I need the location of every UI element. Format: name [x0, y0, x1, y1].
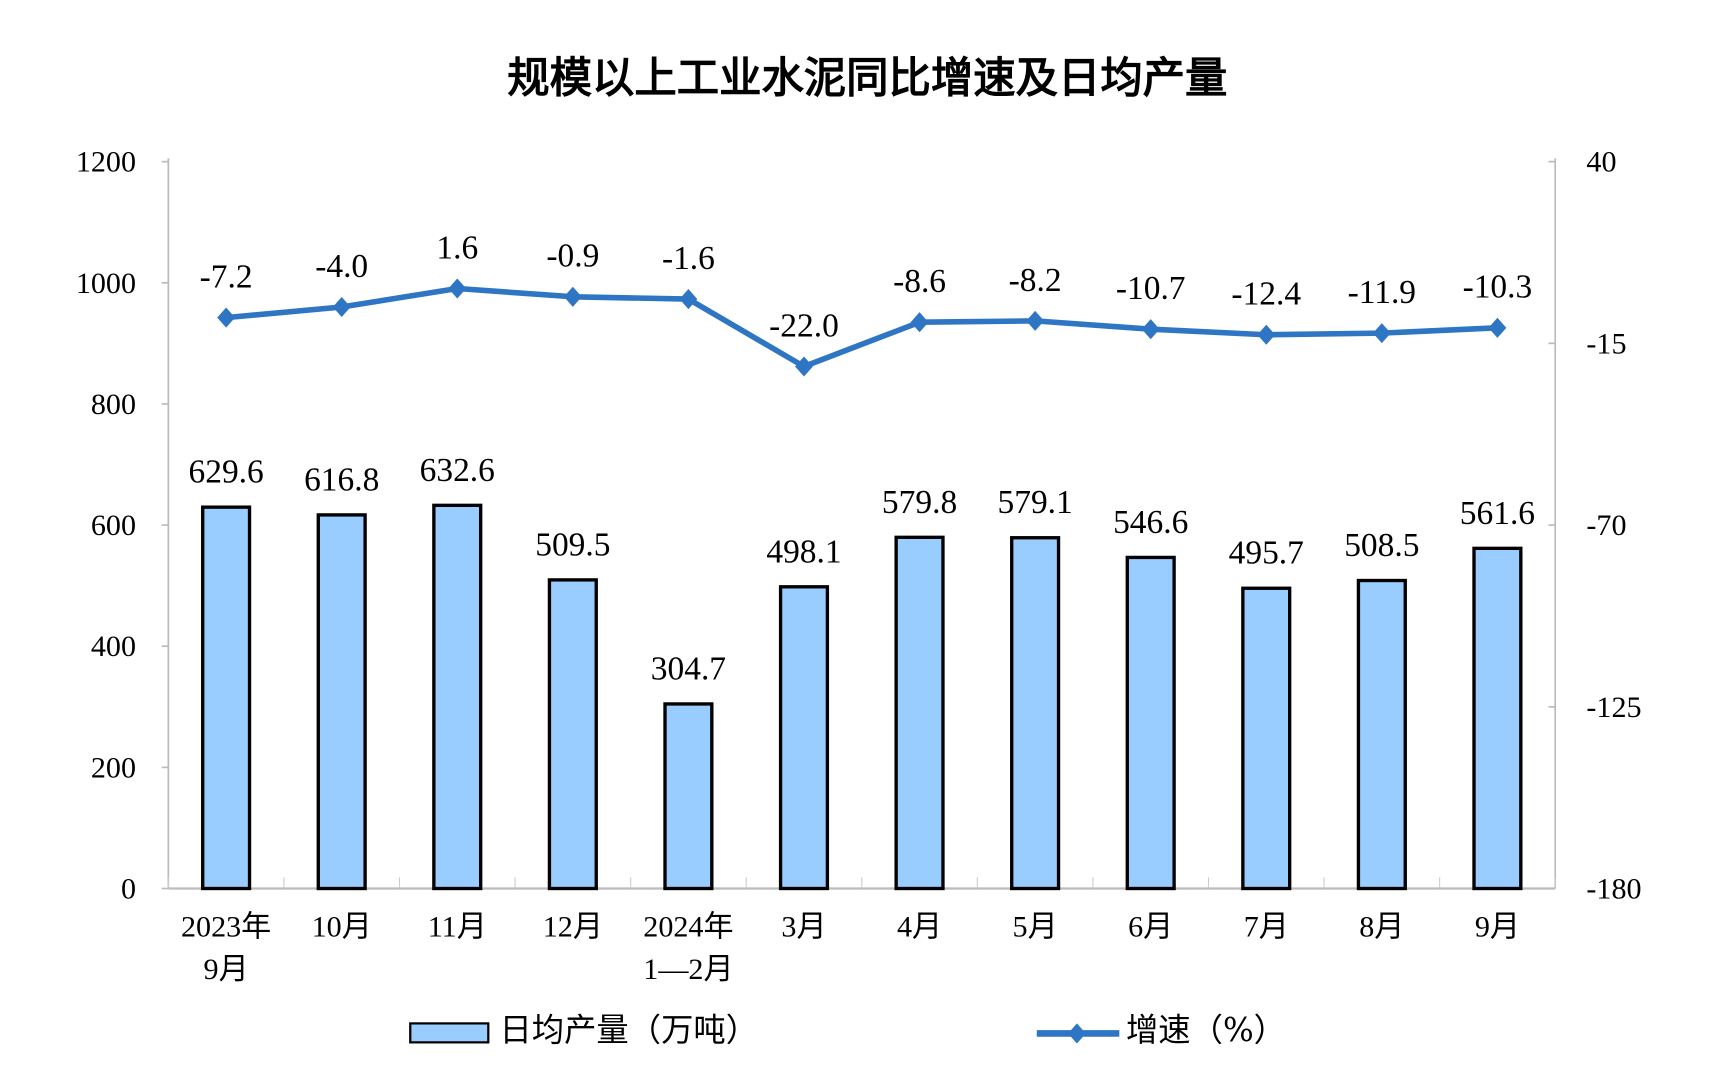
line-data-label: -8.6 — [893, 263, 946, 300]
bar-data-label: 546.6 — [1113, 504, 1188, 541]
x-tick-label: 9月 — [204, 952, 249, 986]
x-tick-label: 4月 — [897, 909, 942, 943]
bar-data-label: 629.6 — [189, 454, 264, 491]
bar — [201, 505, 252, 891]
x-tick-label: 3月 — [781, 909, 826, 943]
left-tick-label: 600 — [91, 508, 136, 542]
x-tick-label: 8月 — [1359, 909, 1404, 943]
bar — [894, 535, 945, 891]
line-data-label: -4.0 — [315, 248, 368, 285]
left-tick-label: 1000 — [76, 266, 136, 300]
legend-bar-label: 日均产量（万吨） — [499, 1011, 758, 1049]
line-point-diamond — [448, 278, 467, 299]
line-point-diamond — [1257, 324, 1276, 345]
line-point-diamond — [1026, 310, 1045, 331]
left-tick-label: 200 — [91, 750, 136, 784]
bar — [663, 702, 714, 891]
left-tick-label: 400 — [91, 629, 136, 663]
right-tick-label: -15 — [1586, 326, 1626, 360]
line-point-diamond — [332, 296, 351, 318]
bar — [1010, 536, 1061, 891]
bar — [432, 503, 483, 891]
legend-diamond-icon — [1068, 1023, 1086, 1044]
line-point-diamond — [1372, 323, 1391, 344]
bar — [778, 585, 830, 891]
line-point-diamond — [563, 286, 582, 307]
bar-data-label: 579.8 — [882, 484, 957, 521]
line-point-diamond — [1141, 319, 1160, 340]
line-point-diamond — [217, 307, 236, 328]
line-data-label: -10.3 — [1463, 269, 1533, 306]
x-tick-label: 11月 — [428, 909, 487, 943]
bar-data-label: 632.6 — [420, 452, 495, 489]
bar-data-label: 561.6 — [1460, 495, 1535, 532]
bar — [1472, 546, 1523, 891]
line-data-label: -7.2 — [200, 258, 253, 295]
x-tick-label: 5月 — [1013, 909, 1058, 943]
line-data-label: -22.0 — [769, 307, 839, 344]
bar-data-label: 508.5 — [1344, 527, 1419, 564]
bar — [1125, 555, 1176, 891]
x-tick-label: 12月 — [543, 909, 603, 943]
x-tick-label: 6月 — [1128, 909, 1173, 943]
legend-bar-swatch — [409, 1022, 490, 1044]
left-tick-label: 800 — [91, 387, 136, 421]
bar-data-label: 498.1 — [766, 533, 841, 570]
line-point-diamond — [910, 312, 929, 333]
bar-data-label: 509.5 — [535, 526, 610, 563]
line-data-label: -10.7 — [1116, 270, 1186, 307]
left-tick-label: 0 — [121, 872, 136, 906]
x-tick-label: 7月 — [1244, 909, 1289, 943]
x-tick-label: 9月 — [1475, 909, 1520, 943]
bar — [1356, 578, 1407, 891]
right-tick-label: -125 — [1586, 690, 1641, 724]
bar-data-label: 495.7 — [1229, 535, 1304, 572]
x-tick-label: 2024年 — [643, 909, 733, 943]
x-tick-label: 2023年 — [181, 909, 271, 943]
right-tick-label: 40 — [1586, 145, 1616, 179]
bar — [1241, 586, 1292, 891]
line-data-label: -11.9 — [1348, 274, 1416, 311]
bar — [547, 578, 598, 891]
chart-title: 规模以上工业水泥同比增速及日均产量 — [507, 54, 1227, 103]
line-data-label: -0.9 — [546, 238, 599, 275]
line-point-diamond — [1488, 317, 1507, 338]
right-tick-label: -70 — [1586, 508, 1626, 542]
line-data-label: -1.6 — [662, 240, 715, 277]
right-tick-label: -180 — [1586, 872, 1641, 906]
growth-line — [225, 285, 1498, 370]
bar — [316, 513, 367, 891]
line-data-label: 1.6 — [436, 229, 478, 266]
legend: 日均产量（万吨） 增速（%） — [409, 1011, 1286, 1049]
x-tick-label: 1—2月 — [643, 952, 733, 986]
bar-data-label: 304.7 — [651, 650, 726, 687]
left-tick-label: 1200 — [76, 145, 136, 179]
line-point-diamond — [679, 289, 698, 310]
line-point-diamond — [795, 356, 813, 377]
x-tick-label: 10月 — [312, 909, 372, 943]
line-data-label: -8.2 — [1009, 262, 1062, 299]
line-data-label: -12.4 — [1231, 276, 1301, 313]
bar-data-label: 616.8 — [304, 461, 379, 498]
legend-line-label: 增速（%） — [1126, 1011, 1286, 1049]
bar-data-label: 579.1 — [998, 484, 1073, 521]
